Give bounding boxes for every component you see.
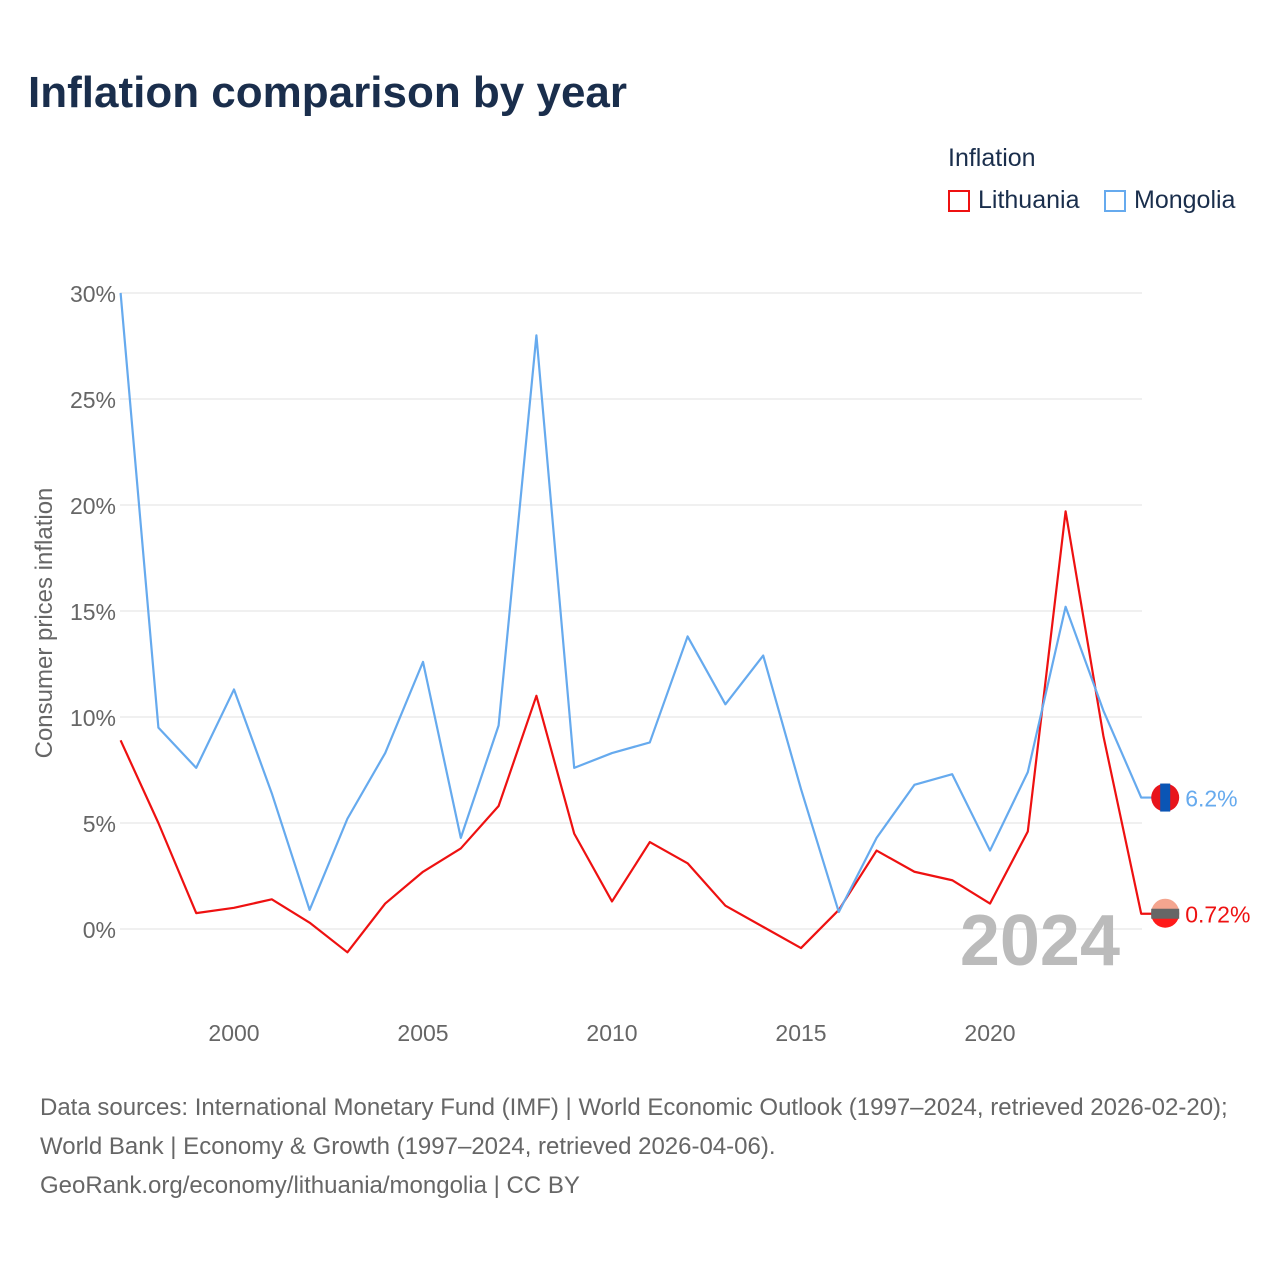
y-tick-label: 0% bbox=[83, 917, 116, 943]
legend-title: Inflation bbox=[948, 144, 1036, 172]
y-tick-label: 25% bbox=[70, 387, 116, 413]
y-tick-label: 5% bbox=[83, 811, 116, 837]
y-axis-label: Consumer prices inflation bbox=[31, 488, 58, 759]
flag-stripe bbox=[1151, 908, 1180, 919]
source-note: Data sources: International Monetary Fun… bbox=[40, 1088, 1250, 1205]
series-line-lithuania bbox=[119, 510, 1156, 954]
y-tick-label: 10% bbox=[70, 705, 116, 731]
y-tick-label: 30% bbox=[70, 281, 116, 307]
x-tick-label: 2000 bbox=[208, 1020, 259, 1046]
x-tick-label: 2015 bbox=[775, 1020, 826, 1046]
legend-item-lithuania[interactable]: Lithuania bbox=[948, 186, 1079, 215]
legend-item-mongolia[interactable]: Mongolia bbox=[1104, 186, 1235, 215]
year-annotation: 2024 bbox=[960, 901, 1120, 981]
y-tick-label: 15% bbox=[70, 599, 116, 625]
end-value-label: 0.72% bbox=[1185, 902, 1250, 928]
x-tick-label: 2020 bbox=[964, 1020, 1015, 1046]
x-tick-label: 2005 bbox=[397, 1020, 448, 1046]
y-tick-label: 20% bbox=[70, 493, 116, 519]
source-link[interactable]: GeoRank.org/economy/lithuania/mongolia |… bbox=[40, 1172, 580, 1199]
source-line: Data sources: International Monetary Fun… bbox=[40, 1094, 1228, 1160]
legend-swatch bbox=[1104, 189, 1126, 212]
legend-label: Mongolia bbox=[1134, 186, 1236, 214]
legend-swatch bbox=[948, 189, 970, 212]
series-line-mongolia bbox=[119, 292, 1156, 914]
legend-label: Lithuania bbox=[978, 186, 1080, 214]
end-value-label: 6.2% bbox=[1185, 786, 1237, 812]
flag-mongolia-stripe bbox=[1160, 783, 1171, 812]
chart-title: Inflation comparison by year bbox=[28, 68, 628, 117]
x-tick-label: 2010 bbox=[586, 1020, 637, 1046]
